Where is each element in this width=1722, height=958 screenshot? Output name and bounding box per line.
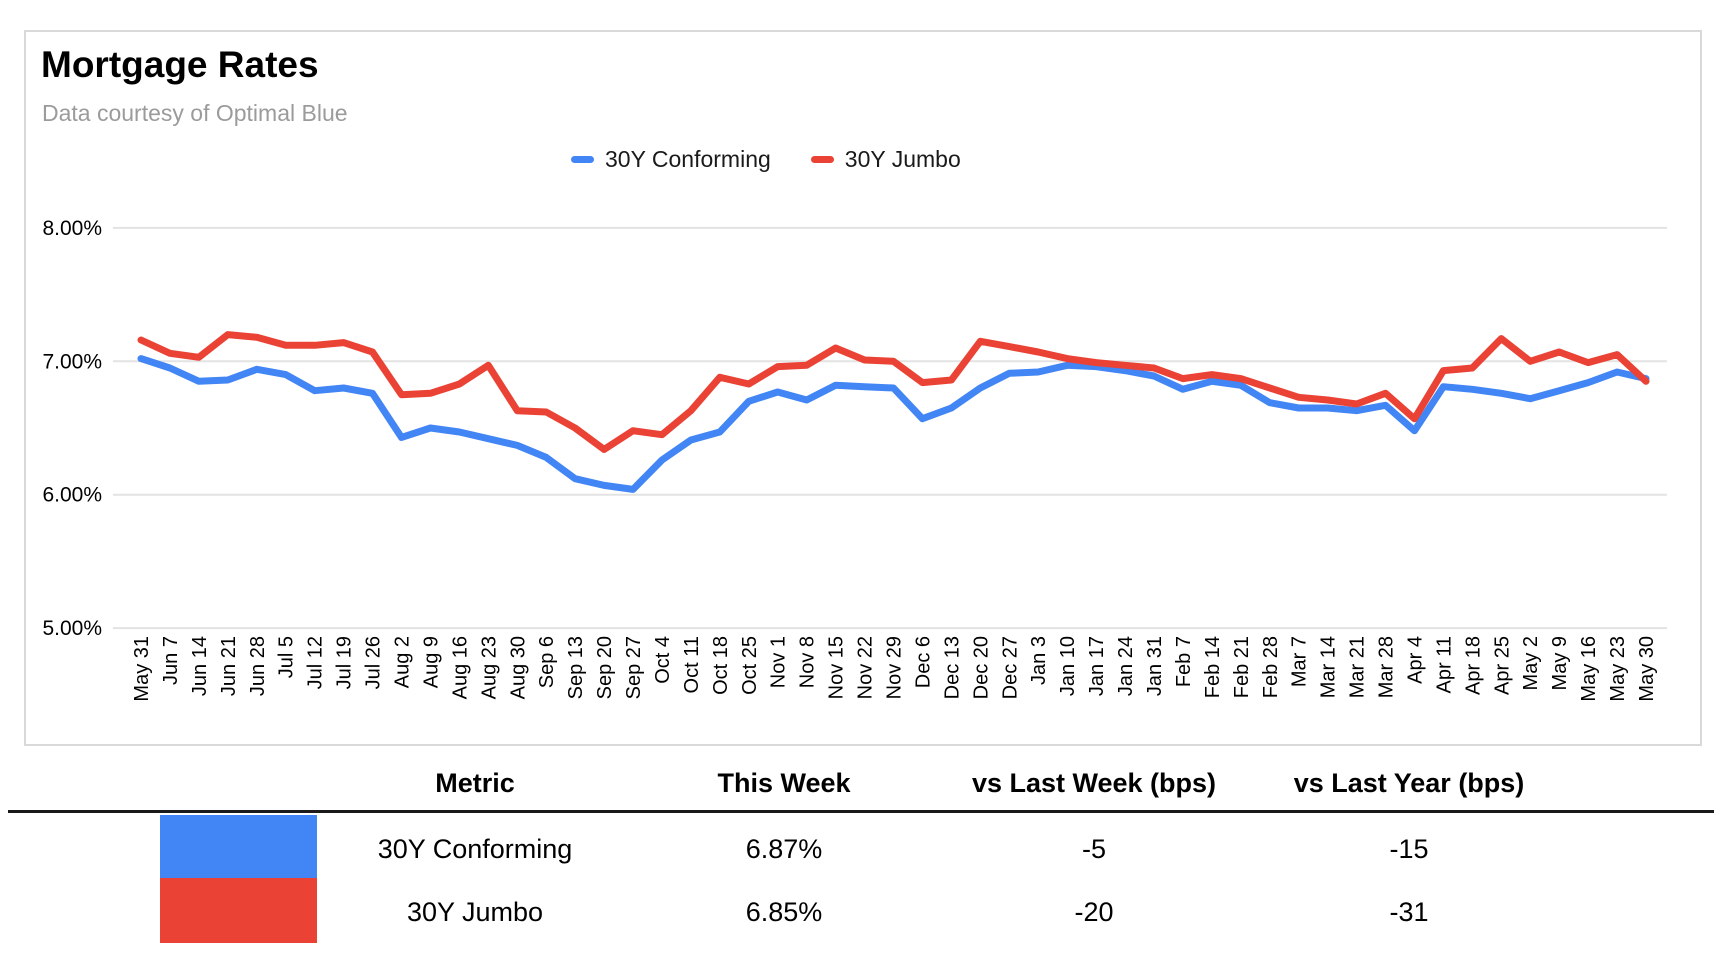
x-axis-tick-label: Sep 6 xyxy=(536,636,558,688)
x-axis-tick-label: Mar 7 xyxy=(1289,636,1311,687)
x-axis-tick-label: Jan 17 xyxy=(1086,636,1108,696)
x-axis-tick-label: Feb 21 xyxy=(1231,636,1253,698)
legend-dash-icon xyxy=(810,156,834,163)
line-chart: 8.00% 7.00% 6.00% 5.00% May 31 Jun 7 Jun 14 Jun… xyxy=(42,217,1667,702)
chart-card: Mortgage Rates Data courtesy of Optimal … xyxy=(24,30,1702,746)
x-axis-tick-label: Aug 2 xyxy=(391,636,413,688)
x-axis-tick-label: Mar 21 xyxy=(1347,636,1369,698)
x-axis-tick-label: Feb 7 xyxy=(1173,636,1195,687)
chart-title: Mortgage Rates xyxy=(41,44,319,85)
x-axis-tick-label: Jun 14 xyxy=(189,636,211,696)
x-axis-tick-label: Nov 29 xyxy=(884,636,906,699)
table-header-cell: Metric xyxy=(435,768,515,798)
x-axis-tick-label: Nov 8 xyxy=(797,636,819,688)
x-axis-tick-label: Jul 12 xyxy=(305,636,327,689)
x-axis-tick-label: May 30 xyxy=(1636,636,1658,702)
x-axis-tick-label: Jun 21 xyxy=(218,636,240,696)
x-axis-tick-label: Feb 28 xyxy=(1260,636,1282,698)
table-cell: 6.85% xyxy=(745,897,823,927)
table-cell: 30Y Jumbo xyxy=(406,897,544,927)
table-cell: 30Y Conforming xyxy=(377,834,573,864)
table-header-cell: vs Last Week (bps) xyxy=(971,768,1217,798)
summary-table: Metric This Week vs Last Week (bps) vs Last… xyxy=(0,748,1722,958)
chart-legend: 30Y Conforming 30Y Jumbo xyxy=(571,146,961,173)
x-axis-tick-label: Sep 20 xyxy=(594,636,616,699)
x-axis-tick-label: Dec 13 xyxy=(941,636,963,699)
x-axis-tick-label: Oct 18 xyxy=(710,636,732,695)
y-axis-tick-label: 5.00% xyxy=(42,617,102,640)
table-header-cell: This Week xyxy=(717,768,851,798)
x-axis-tick-label: Apr 18 xyxy=(1462,636,1484,695)
legend-item-30y-jumbo: 30Y Jumbo xyxy=(810,146,961,173)
table-header-rule xyxy=(8,810,1714,813)
chart-subtitle: Data courtesy of Optimal Blue xyxy=(42,100,348,126)
x-axis-tick-label: Sep 27 xyxy=(623,636,645,699)
x-axis-tick-label: Jan 24 xyxy=(1115,636,1137,696)
x-axis-tick-label: Nov 15 xyxy=(826,636,848,699)
x-axis-tick-label: Aug 30 xyxy=(507,636,529,699)
table-cell: -31 xyxy=(1389,897,1429,927)
x-axis-tick-label: Dec 27 xyxy=(999,636,1021,699)
x-axis-tick-label: Oct 4 xyxy=(652,636,674,684)
x-axis-tick-label: May 23 xyxy=(1607,636,1629,702)
series-color-swatch-30y-conforming xyxy=(160,815,317,878)
y-axis-tick-label: 8.00% xyxy=(42,217,102,240)
table-cell: -20 xyxy=(1074,897,1114,927)
table-header-cell: vs Last Year (bps) xyxy=(1293,768,1525,798)
x-axis-tick-label: Jul 19 xyxy=(334,636,356,689)
x-axis-tick-label: May 31 xyxy=(131,636,153,702)
legend-item-30y-conforming: 30Y Conforming xyxy=(571,146,771,173)
table-cell: -5 xyxy=(1081,834,1107,864)
x-axis-tick-label: Aug 16 xyxy=(449,636,471,699)
y-axis-tick-label: 7.00% xyxy=(42,350,102,373)
x-axis-tick-label: Aug 9 xyxy=(420,636,442,688)
x-axis-tick-label: Nov 22 xyxy=(855,636,877,699)
x-axis-tick-label: Jun 7 xyxy=(160,636,182,685)
x-axis-tick-label: Nov 1 xyxy=(768,636,790,688)
x-axis-tick-label: May 16 xyxy=(1578,636,1600,702)
x-axis-tick-label: May 2 xyxy=(1520,636,1542,690)
legend-dash-icon xyxy=(571,156,594,163)
table-cell: -15 xyxy=(1389,834,1429,864)
legend-label: 30Y Jumbo xyxy=(844,146,961,172)
x-axis-tick-label: Mar 28 xyxy=(1376,636,1398,698)
legend-label: 30Y Conforming xyxy=(605,146,771,172)
series-line-30y-jumbo xyxy=(137,331,1650,453)
table-cell: 6.87% xyxy=(745,834,823,864)
x-axis-tick-label: Apr 4 xyxy=(1404,636,1426,684)
x-axis-tick-label: Oct 11 xyxy=(681,636,703,693)
x-axis-tick-label: Jun 28 xyxy=(247,636,269,696)
x-axis-tick-label: Jan 10 xyxy=(1057,636,1079,696)
x-axis-tick-label: Apr 11 xyxy=(1433,636,1455,693)
x-axis-tick-label: Feb 14 xyxy=(1202,636,1224,698)
y-axis-tick-label: 6.00% xyxy=(42,484,102,507)
x-axis-tick-label: Oct 25 xyxy=(739,636,761,695)
x-axis-tick-label: May 9 xyxy=(1549,636,1571,690)
x-axis-tick-label: Jul 5 xyxy=(276,636,298,678)
x-axis-tick-label: Jan 3 xyxy=(1028,636,1050,685)
series-color-swatch-30y-jumbo xyxy=(160,878,317,943)
x-axis-tick-label: Apr 25 xyxy=(1491,636,1513,695)
x-axis-tick-label: Dec 20 xyxy=(970,636,992,699)
x-axis-tick-label: Dec 6 xyxy=(912,636,934,688)
x-axis-tick-label: Aug 23 xyxy=(478,636,500,699)
series-line-30y-conforming xyxy=(137,355,1650,493)
x-axis-tick-label: Jan 31 xyxy=(1144,636,1166,696)
x-axis-tick-label: Mar 14 xyxy=(1318,636,1340,698)
x-axis-tick-label: Sep 13 xyxy=(565,636,587,699)
x-axis-tick-label: Jul 26 xyxy=(363,636,385,689)
